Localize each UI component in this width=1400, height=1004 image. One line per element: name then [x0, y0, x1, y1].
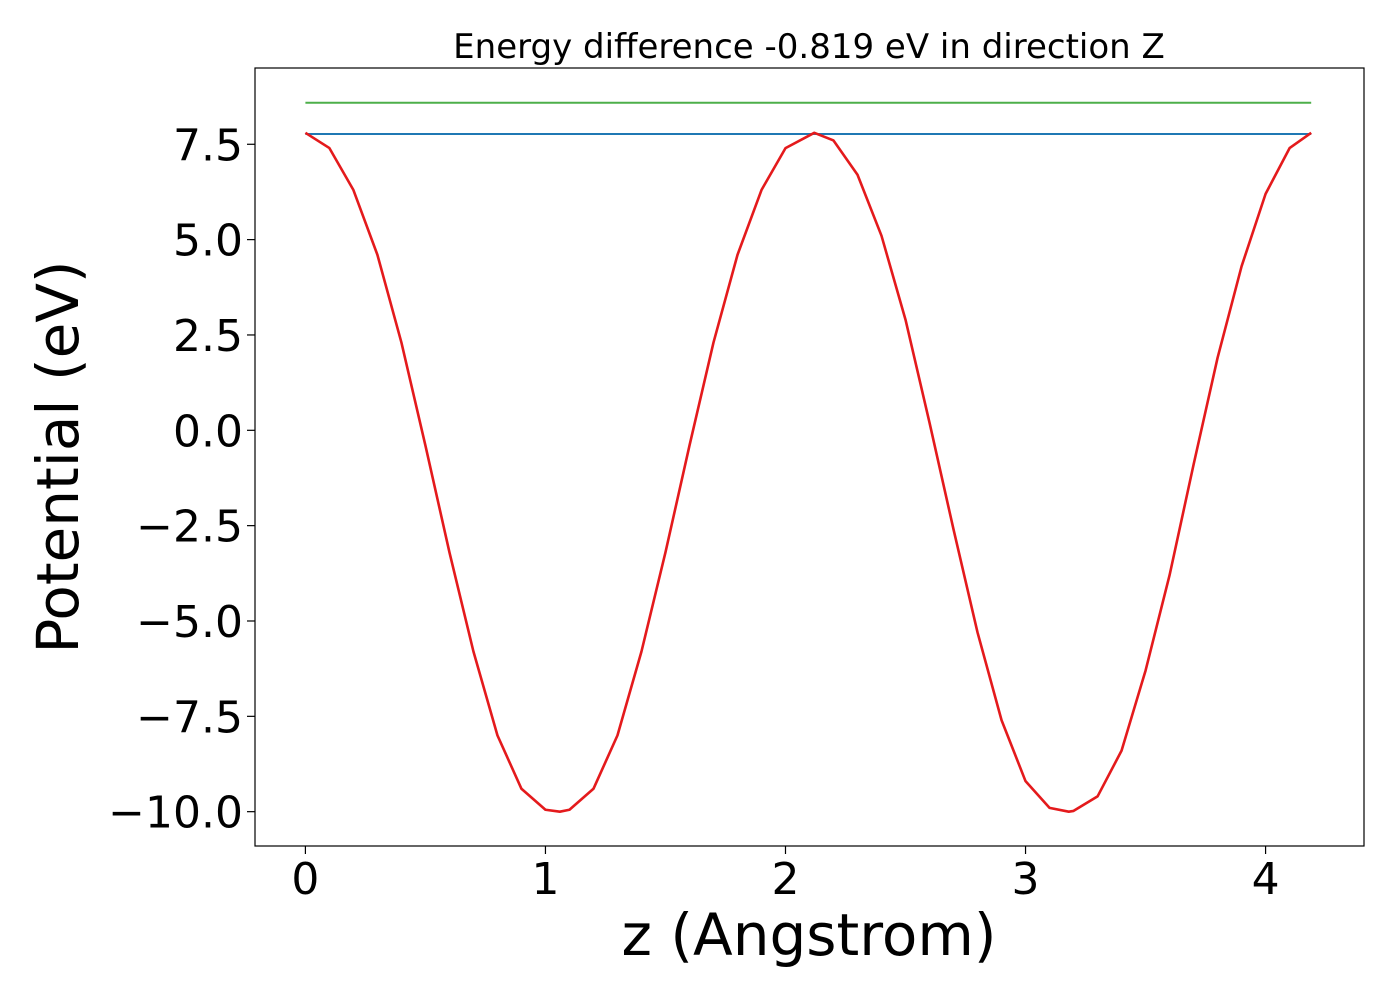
y-tick-label-2: 2.5 [173, 311, 243, 362]
x-tick-label-2: 2 [771, 854, 799, 905]
y-tick-label-1: 5.0 [173, 216, 243, 267]
series-line-1 [304, 131, 1312, 813]
y-axis-label: Potential (eV) [24, 260, 92, 653]
x-axis-ticks: 0 1 2 3 4 [291, 846, 1280, 905]
y-axis-ticks: 7.5 5.0 2.5 0.0 −2.5 −5.0 −7.5 −10.0 [108, 120, 255, 839]
plot-frame [254, 67, 1365, 847]
y-tick-label-7: −10.0 [108, 788, 243, 839]
y-tick-label-6: −7.5 [136, 692, 243, 743]
y-tick-label-3: 0.0 [173, 406, 243, 457]
y-tick-label-4: −2.5 [136, 502, 243, 553]
x-tick-label-4: 4 [1252, 854, 1280, 905]
x-axis-label: z (Angstrom) [622, 901, 997, 969]
chart-title: Energy difference -0.819 eV in direction… [453, 27, 1165, 67]
y-tick-label-0: 7.5 [173, 120, 243, 171]
x-tick-label-3: 3 [1012, 854, 1040, 905]
x-tick-label-0: 0 [291, 854, 319, 905]
series-layer [304, 101, 1312, 813]
y-tick-label-5: −5.0 [136, 597, 243, 648]
x-tick-label-1: 1 [531, 854, 559, 905]
